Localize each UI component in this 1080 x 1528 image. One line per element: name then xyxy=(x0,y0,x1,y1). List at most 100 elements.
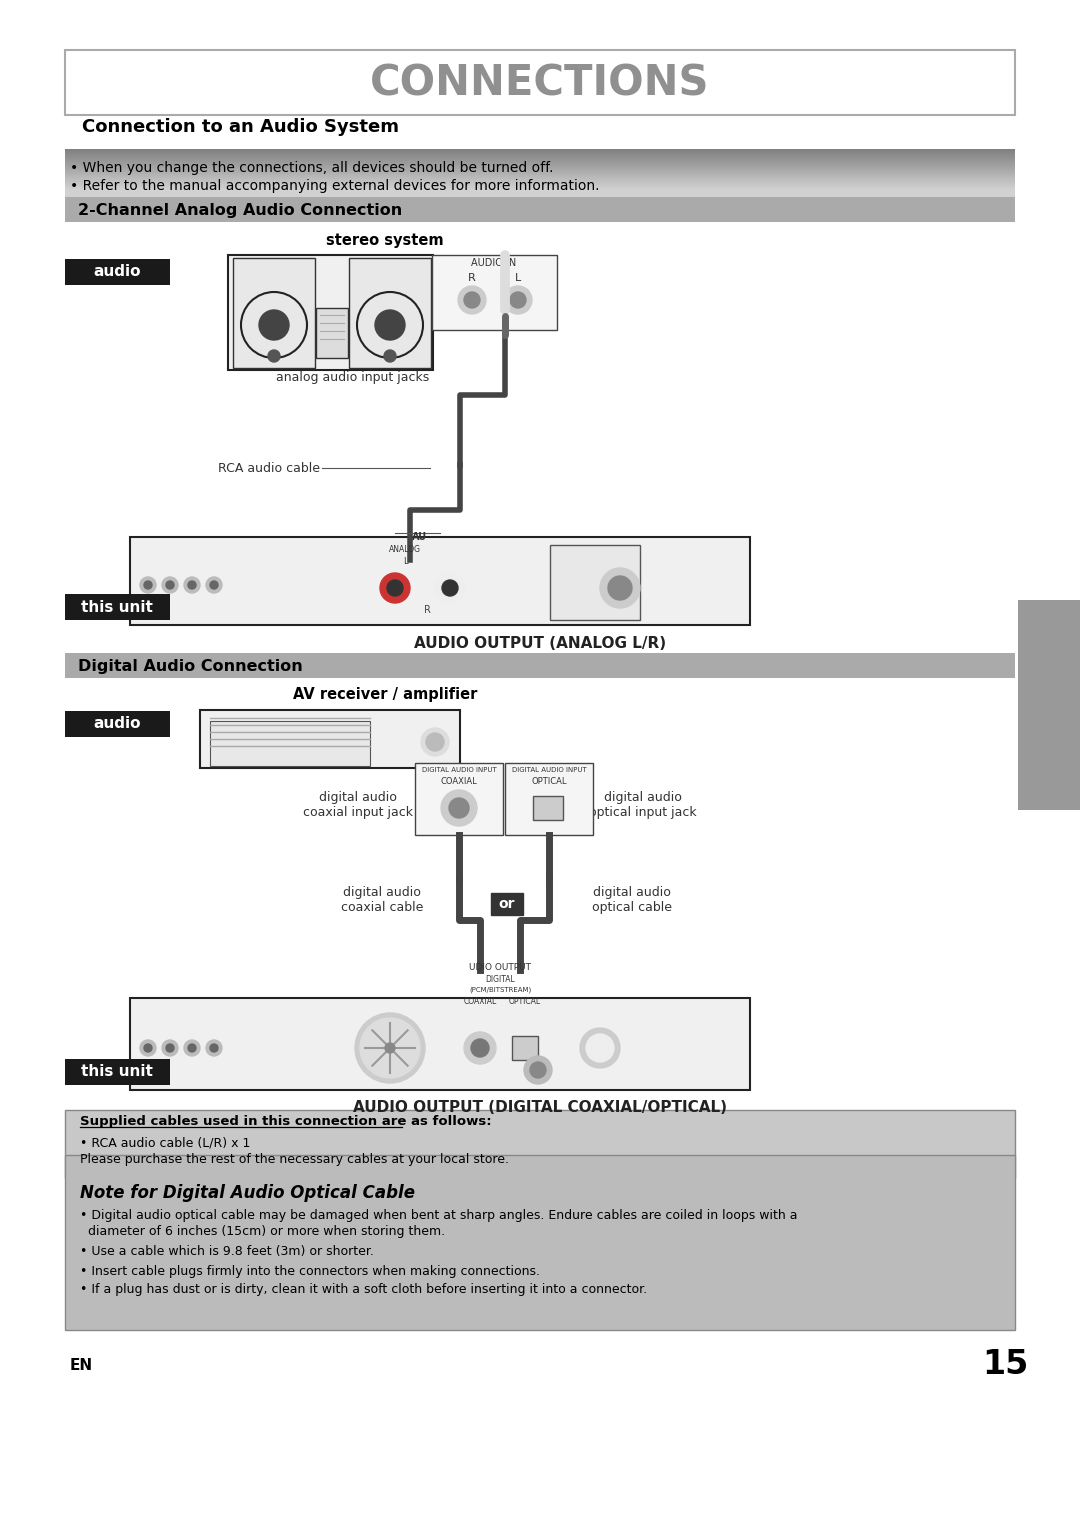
FancyBboxPatch shape xyxy=(415,762,503,834)
Text: digital audio
coaxial cable: digital audio coaxial cable xyxy=(341,886,423,914)
Text: R: R xyxy=(468,274,476,283)
Circle shape xyxy=(471,1039,489,1057)
Text: EN: EN xyxy=(70,1357,93,1372)
Text: • Use a cable which is 9.8 feet (3m) or shorter.: • Use a cable which is 9.8 feet (3m) or … xyxy=(80,1245,374,1259)
Circle shape xyxy=(510,292,526,309)
FancyBboxPatch shape xyxy=(130,536,750,625)
Text: L: L xyxy=(403,556,407,565)
FancyBboxPatch shape xyxy=(65,652,1015,678)
Text: R: R xyxy=(423,605,431,614)
Text: UDIO OUTPUT: UDIO OUTPUT xyxy=(469,964,531,972)
Text: DIGITAL: DIGITAL xyxy=(485,975,515,984)
Circle shape xyxy=(421,727,449,756)
FancyBboxPatch shape xyxy=(65,50,1015,115)
Text: • Refer to the manual accompanying external devices for more information.: • Refer to the manual accompanying exter… xyxy=(70,179,599,193)
Text: AU: AU xyxy=(413,532,428,542)
Text: COAXIAL: COAXIAL xyxy=(463,996,497,1005)
Circle shape xyxy=(140,578,156,593)
FancyBboxPatch shape xyxy=(534,796,563,821)
Circle shape xyxy=(210,581,218,588)
FancyBboxPatch shape xyxy=(65,260,170,286)
Text: • If a plug has dust or is dirty, clean it with a soft cloth before inserting it: • If a plug has dust or is dirty, clean … xyxy=(80,1284,647,1296)
Text: 15: 15 xyxy=(982,1349,1028,1381)
Text: RCA audio cable: RCA audio cable xyxy=(218,461,320,475)
Text: • When you change the connections, all devices should be turned off.: • When you change the connections, all d… xyxy=(70,160,554,176)
Text: (PCM/BITSTREAM): (PCM/BITSTREAM) xyxy=(469,987,531,993)
Text: L: L xyxy=(515,274,522,283)
FancyBboxPatch shape xyxy=(349,258,431,368)
Text: Connection to an Audio System: Connection to an Audio System xyxy=(82,118,399,136)
Text: analog audio input jacks: analog audio input jacks xyxy=(276,371,430,385)
Circle shape xyxy=(442,581,458,596)
Text: Note for Digital Audio Optical Cable: Note for Digital Audio Optical Cable xyxy=(80,1184,415,1203)
Circle shape xyxy=(600,568,640,608)
Text: stereo system: stereo system xyxy=(326,232,444,248)
FancyBboxPatch shape xyxy=(65,711,170,736)
Circle shape xyxy=(586,1034,615,1062)
FancyBboxPatch shape xyxy=(210,721,370,766)
FancyBboxPatch shape xyxy=(1018,601,1080,810)
FancyBboxPatch shape xyxy=(512,1036,538,1060)
Text: COAXIAL: COAXIAL xyxy=(441,776,477,785)
Text: this unit: this unit xyxy=(81,599,153,614)
Circle shape xyxy=(188,1044,195,1051)
FancyBboxPatch shape xyxy=(65,594,170,620)
Circle shape xyxy=(184,578,200,593)
Circle shape xyxy=(441,790,477,827)
Text: AV receiver / amplifier: AV receiver / amplifier xyxy=(293,688,477,703)
Circle shape xyxy=(184,1041,200,1056)
Circle shape xyxy=(426,733,444,750)
Circle shape xyxy=(384,1044,395,1053)
Circle shape xyxy=(464,292,480,309)
Circle shape xyxy=(449,798,469,817)
Circle shape xyxy=(162,578,178,593)
FancyBboxPatch shape xyxy=(200,711,460,769)
Text: audio: audio xyxy=(93,264,140,280)
Circle shape xyxy=(464,1031,496,1063)
Text: OPTICAL: OPTICAL xyxy=(509,996,541,1005)
Text: audio: audio xyxy=(93,717,140,732)
Circle shape xyxy=(387,581,403,596)
FancyBboxPatch shape xyxy=(316,309,348,358)
Circle shape xyxy=(375,310,405,341)
FancyBboxPatch shape xyxy=(65,1155,1015,1329)
Text: this unit: this unit xyxy=(81,1065,153,1079)
Circle shape xyxy=(188,581,195,588)
Circle shape xyxy=(435,573,465,604)
Text: digital audio
coaxial input jack: digital audio coaxial input jack xyxy=(303,792,413,819)
Text: OPTICAL: OPTICAL xyxy=(531,776,567,785)
FancyBboxPatch shape xyxy=(65,197,1015,222)
Text: 2-Channel Analog Audio Connection: 2-Channel Analog Audio Connection xyxy=(78,203,402,219)
Circle shape xyxy=(166,581,174,588)
FancyBboxPatch shape xyxy=(233,258,315,368)
Text: Digital Audio Connection: Digital Audio Connection xyxy=(78,660,302,674)
Circle shape xyxy=(259,310,289,341)
Circle shape xyxy=(144,581,152,588)
Text: digital audio
optical cable: digital audio optical cable xyxy=(592,886,672,914)
Circle shape xyxy=(530,1062,546,1077)
Text: Supplied cables used in this connection are as follows:: Supplied cables used in this connection … xyxy=(80,1115,491,1129)
Text: DIGITAL AUDIO INPUT: DIGITAL AUDIO INPUT xyxy=(512,767,586,773)
Circle shape xyxy=(210,1044,218,1051)
Text: digital audio
optical input jack: digital audio optical input jack xyxy=(590,792,697,819)
FancyBboxPatch shape xyxy=(65,1109,1015,1178)
FancyBboxPatch shape xyxy=(228,255,433,370)
Text: AUDIO OUTPUT (DIGITAL COAXIAL/OPTICAL): AUDIO OUTPUT (DIGITAL COAXIAL/OPTICAL) xyxy=(353,1100,727,1115)
Circle shape xyxy=(206,1041,222,1056)
Circle shape xyxy=(206,578,222,593)
Text: Please purchase the rest of the necessary cables at your local store.: Please purchase the rest of the necessar… xyxy=(80,1152,509,1166)
Text: • Digital audio optical cable may be damaged when bent at sharp angles. Endure c: • Digital audio optical cable may be dam… xyxy=(80,1209,797,1221)
Text: ANALOG: ANALOG xyxy=(389,545,421,555)
FancyBboxPatch shape xyxy=(505,762,593,834)
Text: AUDIO IN: AUDIO IN xyxy=(471,258,516,267)
Circle shape xyxy=(166,1044,174,1051)
FancyBboxPatch shape xyxy=(432,255,557,330)
Text: • Insert cable plugs firmly into the connectors when making connections.: • Insert cable plugs firmly into the con… xyxy=(80,1265,540,1277)
Circle shape xyxy=(608,576,632,601)
Circle shape xyxy=(380,573,410,604)
Text: AUDIO OUTPUT (ANALOG L/R): AUDIO OUTPUT (ANALOG L/R) xyxy=(414,636,666,651)
Circle shape xyxy=(580,1028,620,1068)
Circle shape xyxy=(355,1013,426,1083)
FancyBboxPatch shape xyxy=(130,998,750,1089)
Text: diameter of 6 inches (15cm) or more when storing them.: diameter of 6 inches (15cm) or more when… xyxy=(80,1225,445,1239)
